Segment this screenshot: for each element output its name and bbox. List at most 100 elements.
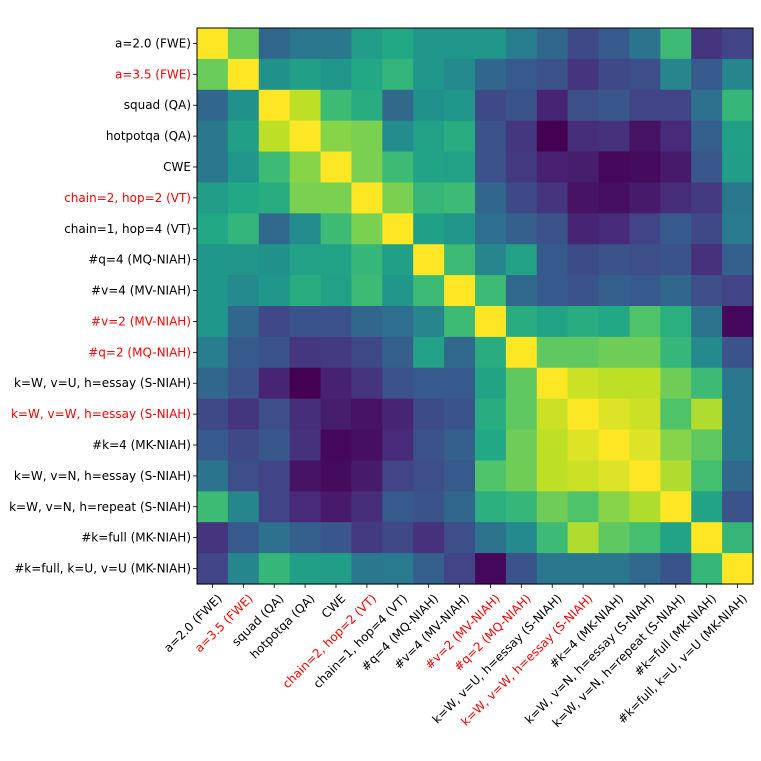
heatmap-cell [351, 491, 383, 523]
heatmap-cell [660, 28, 692, 60]
heatmap-cell [227, 28, 260, 60]
heatmap-cell [413, 367, 445, 400]
heatmap-cell [227, 58, 260, 91]
heatmap-cell [722, 28, 754, 60]
heatmap-cell [382, 306, 414, 338]
heatmap-cell [258, 213, 291, 245]
heatmap-cell [289, 306, 322, 338]
heatmap-cell [444, 28, 476, 60]
heatmap-cell [413, 58, 445, 91]
heatmap-cell [289, 58, 322, 91]
y-tick-label: #k=full (MK-NIAH) [81, 531, 191, 545]
heatmap-cell [660, 151, 692, 184]
heatmap-cell [289, 213, 322, 245]
heatmap-cell [197, 89, 229, 122]
heatmap-cell [505, 58, 538, 91]
heatmap-cell [258, 89, 291, 122]
heatmap-cell [444, 336, 476, 369]
heatmap-cell [505, 522, 538, 554]
heatmap-cell [722, 89, 754, 122]
y-tick-label: #q=4 (MQ-NIAH) [88, 253, 191, 267]
heatmap-cell [598, 151, 631, 184]
heatmap-cell [722, 306, 754, 338]
heatmap-cell [382, 58, 414, 91]
heatmap-cell [567, 429, 600, 462]
heatmap-cell [536, 28, 569, 60]
heatmap-cell [444, 120, 476, 153]
heatmap-cell [351, 213, 383, 245]
heatmap-cell [598, 429, 631, 462]
heatmap-cell [320, 275, 353, 307]
heatmap-cell [320, 429, 353, 462]
heatmap-cell [598, 522, 631, 554]
heatmap-cell [629, 28, 661, 60]
heatmap-cell [258, 522, 291, 554]
heatmap-cell [722, 491, 754, 523]
heatmap-cell [227, 213, 260, 245]
heatmap-cell [691, 367, 723, 400]
heatmap-cell [197, 306, 229, 338]
heatmap-cell [505, 151, 538, 184]
heatmap-cell [382, 213, 414, 245]
heatmap-cell [351, 306, 383, 338]
heatmap-cell [258, 398, 291, 431]
heatmap-cell [382, 120, 414, 153]
heatmap-cell [289, 398, 322, 431]
heatmap-cell [320, 244, 353, 276]
heatmap-cell [505, 429, 538, 462]
heatmap-cell [382, 28, 414, 60]
heatmap-cell [722, 336, 754, 369]
heatmap-cell [629, 120, 661, 153]
heatmap-cell [197, 336, 229, 369]
heatmap-cell [691, 244, 723, 276]
heatmap-cell [382, 491, 414, 523]
heatmap-cell [536, 120, 569, 153]
heatmap-cell [660, 429, 692, 462]
heatmap-cell [722, 522, 754, 554]
heatmap-cell [691, 275, 723, 307]
heatmap-cell [197, 429, 229, 462]
heatmap-cell [536, 213, 569, 245]
heatmap-cell [567, 398, 600, 431]
heatmap-cell [351, 522, 383, 554]
heatmap-cell [598, 28, 631, 60]
heatmap-cell [629, 398, 661, 431]
heatmap-cell [413, 244, 445, 276]
heatmap-cell [536, 89, 569, 122]
heatmap-cell [413, 522, 445, 554]
heatmap-cell [320, 58, 353, 91]
heatmap-cell [289, 120, 322, 153]
heatmap-cell [691, 553, 723, 585]
heatmap-cell [413, 336, 445, 369]
heatmap-cell [227, 120, 260, 153]
heatmap-cell [227, 89, 260, 122]
heatmap-cell [289, 336, 322, 369]
heatmap-cell [475, 275, 507, 307]
heatmap-cell [598, 275, 631, 307]
heatmap-cell [258, 491, 291, 523]
heatmap-cell [505, 182, 538, 214]
heatmap-cell [475, 306, 507, 338]
heatmap-cell [475, 58, 507, 91]
heatmap-cell [536, 491, 569, 523]
heatmap-cell [289, 244, 322, 276]
heatmap-cell [413, 306, 445, 338]
y-tick-label: chain=2, hop=2 (VT) [64, 191, 191, 205]
heatmap-cell [320, 367, 353, 400]
heatmap-cell [629, 491, 661, 523]
heatmap-cell [351, 89, 383, 122]
heatmap-cell [289, 182, 322, 214]
heatmap-cell [444, 553, 476, 585]
heatmap-cell [505, 244, 538, 276]
heatmap-cell [444, 58, 476, 91]
heatmap-cell [505, 336, 538, 369]
heatmap-cell [258, 28, 291, 60]
heatmap-cell [536, 553, 569, 585]
heatmap-cell [505, 120, 538, 153]
heatmap-cell [691, 491, 723, 523]
heatmap-cell [320, 491, 353, 523]
heatmap-cell [227, 275, 260, 307]
heatmap-cell [691, 213, 723, 245]
heatmap-cell [691, 58, 723, 91]
